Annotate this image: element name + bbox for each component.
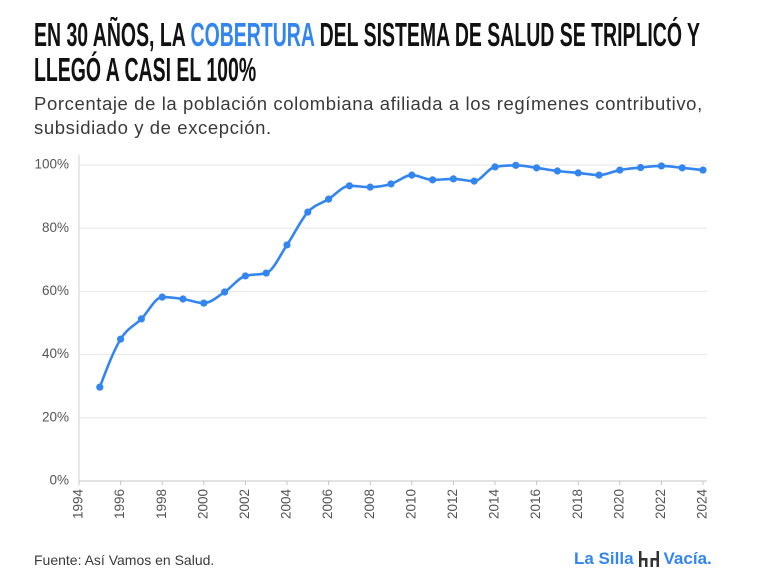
x-tick-label: 1998 bbox=[154, 489, 169, 519]
data-point bbox=[449, 175, 457, 183]
data-point bbox=[408, 171, 416, 179]
logo-text-first: La Silla bbox=[574, 549, 634, 568]
x-tick-label: 2002 bbox=[237, 489, 252, 519]
chairs-icon bbox=[638, 551, 659, 567]
x-tick-label: 2010 bbox=[403, 489, 418, 519]
y-tick-label: 100% bbox=[34, 157, 69, 172]
data-point bbox=[262, 269, 270, 277]
x-axis: 1994 1996 1998 2000 2002 2004 2006 2008 2010 2012… bbox=[71, 481, 710, 519]
brand-logo: La Silla Vacía. bbox=[574, 549, 712, 569]
chart-title: EN 30 AÑOS, LA COBERTURA DEL SISTEMA DE … bbox=[34, 17, 734, 89]
chart-title-text: EN 30 AÑOS, LA COBERTURA DEL SISTEMA DE … bbox=[34, 17, 730, 87]
x-tick-label: 2004 bbox=[279, 489, 294, 520]
data-point bbox=[470, 177, 478, 185]
data-point bbox=[200, 299, 208, 307]
data-point bbox=[137, 315, 145, 323]
x-tick-label: 2012 bbox=[445, 489, 460, 519]
data-point bbox=[637, 163, 645, 172]
x-tick-label: 2006 bbox=[320, 489, 335, 519]
left-chair-leg bbox=[644, 558, 648, 567]
coverage-line bbox=[98, 164, 705, 389]
x-tick-label: 2024 bbox=[695, 489, 710, 520]
y-tick-label: 20% bbox=[42, 409, 69, 424]
data-point bbox=[283, 241, 291, 249]
data-point bbox=[158, 293, 166, 301]
data-point bbox=[533, 164, 541, 172]
title-highlight: COBERTURA bbox=[190, 17, 315, 53]
data-point bbox=[304, 208, 312, 216]
x-tick-label: 2018 bbox=[570, 489, 585, 519]
chairs-shapes bbox=[638, 551, 659, 567]
source-note: Fuente: Así Vamos en Salud. bbox=[34, 552, 215, 568]
title-text-before: EN 30 AÑOS, LA bbox=[34, 17, 191, 53]
x-tick-label: 2020 bbox=[611, 489, 626, 519]
data-point bbox=[553, 167, 562, 175]
data-point bbox=[117, 335, 125, 343]
data-point bbox=[179, 295, 187, 303]
data-point bbox=[678, 164, 686, 172]
series-line-group bbox=[98, 164, 705, 389]
gridlines bbox=[79, 164, 707, 482]
data-point bbox=[512, 161, 520, 169]
y-tick-label: 80% bbox=[42, 220, 69, 235]
data-point bbox=[96, 383, 104, 391]
data-point bbox=[366, 183, 374, 191]
y-tick-label: 0% bbox=[49, 473, 69, 488]
data-point bbox=[595, 171, 603, 179]
x-tick-label: 1994 bbox=[71, 489, 86, 520]
line-chart: 0% 20% 40% 60% 80% 100% 1994 1996 1998 2000 2002 2… bbox=[34, 155, 710, 519]
data-point bbox=[699, 166, 707, 174]
data-point bbox=[574, 169, 582, 177]
x-tick-label: 2022 bbox=[653, 489, 668, 519]
title-text-after: DEL SISTEMA DE SALUD SE TRIPLICÓ Y LLEGÓ… bbox=[34, 17, 700, 88]
x-tick-label: 2008 bbox=[362, 489, 377, 519]
y-tick-label: 40% bbox=[42, 346, 69, 361]
data-point bbox=[491, 163, 499, 171]
x-tick-label: 2014 bbox=[487, 489, 502, 520]
data-points bbox=[96, 161, 707, 391]
right-chair-seat bbox=[650, 558, 659, 561]
data-point bbox=[345, 182, 353, 190]
data-point bbox=[325, 195, 333, 203]
y-axis: 0% 20% 40% 60% 80% 100% bbox=[34, 155, 80, 488]
data-point bbox=[616, 166, 624, 174]
chart-subtitle: Porcentaje de la población colombiana af… bbox=[34, 93, 703, 138]
data-point bbox=[429, 176, 437, 184]
data-point bbox=[657, 162, 666, 170]
x-tick-label: 2016 bbox=[528, 489, 543, 519]
data-point bbox=[221, 288, 229, 296]
logo-text-second: Vacía. bbox=[663, 549, 712, 568]
right-chair-leg bbox=[650, 558, 653, 567]
x-tick-label: 1996 bbox=[112, 489, 127, 519]
y-tick-label: 60% bbox=[42, 283, 69, 298]
left-chair-seat bbox=[638, 558, 647, 561]
data-point bbox=[387, 180, 395, 188]
data-point bbox=[241, 272, 249, 280]
x-tick-label: 2000 bbox=[195, 489, 210, 519]
